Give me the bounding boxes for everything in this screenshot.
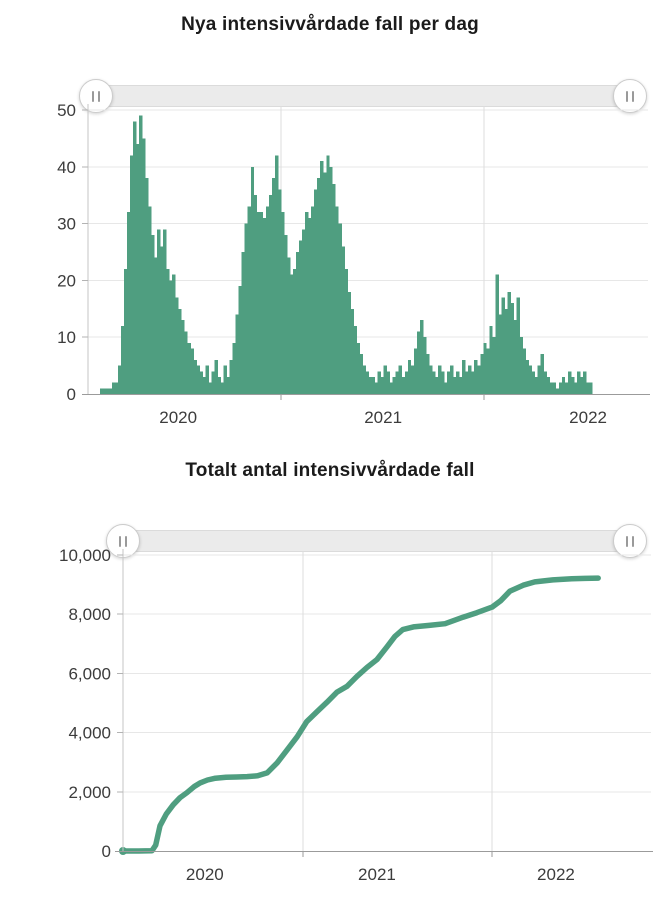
y-axis-labels: 0 2,000 4,000 6,000 8,000 10,000: [59, 546, 111, 861]
daily-chart-title: Nya intensivvårdade fall per dag: [181, 14, 479, 35]
x-axis-labels: 2020 2021 2022: [186, 865, 575, 884]
svg-text:2022: 2022: [537, 865, 575, 884]
svg-text:2022: 2022: [569, 408, 607, 427]
total-icu-line-chart[interactable]: 0 2,000 4,000 6,000 8,000 10,000 2020 2021 2022: [0, 545, 660, 902]
grip-lines-icon: [626, 535, 634, 547]
svg-text:10: 10: [57, 328, 76, 347]
svg-text:40: 40: [57, 158, 76, 177]
scrollbar-right-grip[interactable]: [613, 524, 647, 558]
axes: [82, 104, 650, 400]
scrollbar-left-grip[interactable]: [106, 524, 140, 558]
cumulative-line[interactable]: [119, 575, 601, 855]
y-axis-labels: 0 10 20 30 40 50: [57, 101, 76, 404]
svg-text:0: 0: [67, 385, 76, 404]
daily-chart-range-scrollbar[interactable]: [79, 79, 647, 113]
svg-text:2020: 2020: [159, 408, 197, 427]
axes: [115, 549, 653, 857]
grip-lines-icon: [119, 535, 127, 547]
svg-text:30: 30: [57, 215, 76, 234]
svg-text:2021: 2021: [358, 865, 396, 884]
svg-text:8,000: 8,000: [68, 605, 111, 624]
grip-lines-icon: [626, 90, 634, 102]
scrollbar-left-grip[interactable]: [79, 79, 113, 113]
total-chart-title: Totalt antal intensivvårdade fall: [185, 460, 475, 481]
grip-lines-icon: [92, 90, 100, 102]
svg-text:2020: 2020: [186, 865, 224, 884]
gridlines: [123, 551, 651, 851]
svg-text:4,000: 4,000: [68, 724, 111, 743]
scrollbar-right-grip[interactable]: [613, 79, 647, 113]
svg-text:0: 0: [102, 842, 111, 861]
x-axis-labels: 2020 2021 2022: [159, 408, 607, 427]
total-chart-range-scrollbar[interactable]: [106, 524, 647, 558]
daily-bars[interactable]: [99, 115, 593, 395]
svg-text:10,000: 10,000: [59, 546, 111, 565]
svg-text:2,000: 2,000: [68, 783, 111, 802]
svg-text:6,000: 6,000: [68, 664, 111, 683]
daily-icu-bar-chart[interactable]: 0 10 20 30 40 50 2020 2021 2022: [0, 100, 660, 435]
svg-text:50: 50: [57, 101, 76, 120]
svg-text:20: 20: [57, 271, 76, 290]
svg-text:2021: 2021: [364, 408, 402, 427]
